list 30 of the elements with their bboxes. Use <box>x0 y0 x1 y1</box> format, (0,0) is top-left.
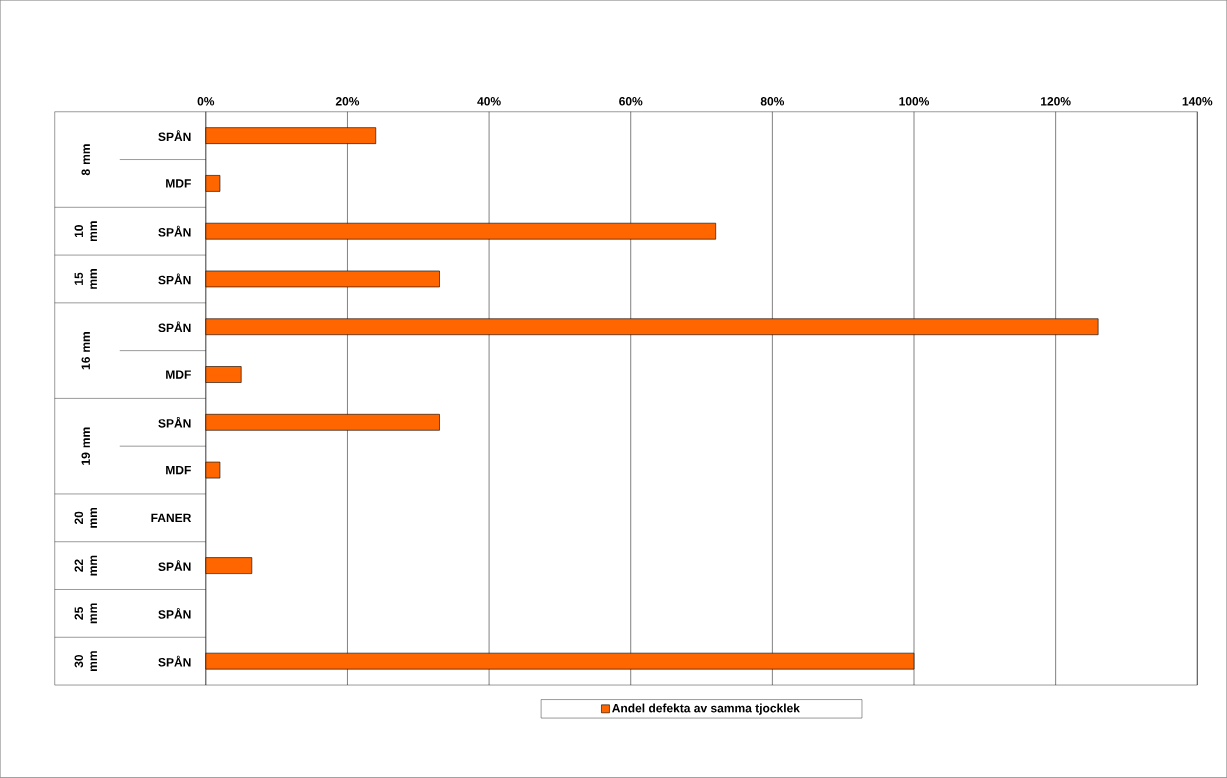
x-tick-label: 140% <box>1182 97 1213 106</box>
x-tick-label: 0% <box>197 97 215 106</box>
x-tick-label: 80% <box>760 97 785 106</box>
y-tick-label: SPÅN <box>158 608 191 619</box>
y-tick-label: SPÅN <box>158 130 191 142</box>
text: 15 mm <box>74 269 97 289</box>
y-tick-label: SPÅN <box>158 321 191 333</box>
x-tick-label: 60% <box>619 97 643 106</box>
text: 20 mm <box>74 508 97 528</box>
x-tick-label: 40% <box>477 97 501 106</box>
x-tick-label: 100% <box>899 97 930 106</box>
text: 8 mm <box>81 144 90 176</box>
text: 16 mm <box>81 332 90 370</box>
text: 10 mm <box>74 221 97 242</box>
text: 19 mm <box>81 427 90 465</box>
y-tick-label: SPÅN <box>158 417 191 428</box>
y-tick-label: SPÅN <box>158 655 191 667</box>
x-tick-label: 20% <box>335 97 360 106</box>
y-tick-label: FANER <box>151 513 192 523</box>
text: 22 mm <box>74 555 97 576</box>
text: 30 mm <box>74 651 97 672</box>
y-tick-label: SPÅN <box>158 560 191 572</box>
y-tick-label: MDF <box>166 466 191 475</box>
y-tick-label: MDF <box>166 370 191 379</box>
x-tick-label: 120% <box>1041 97 1071 106</box>
y-tick-label: MDF <box>166 179 191 188</box>
y-tick-label: SPÅN <box>158 225 191 237</box>
text: 25 mm <box>74 603 97 624</box>
legend-label: Andel defekta av samma tjocklek <box>612 703 800 715</box>
y-tick-label: SPÅN <box>158 273 191 285</box>
